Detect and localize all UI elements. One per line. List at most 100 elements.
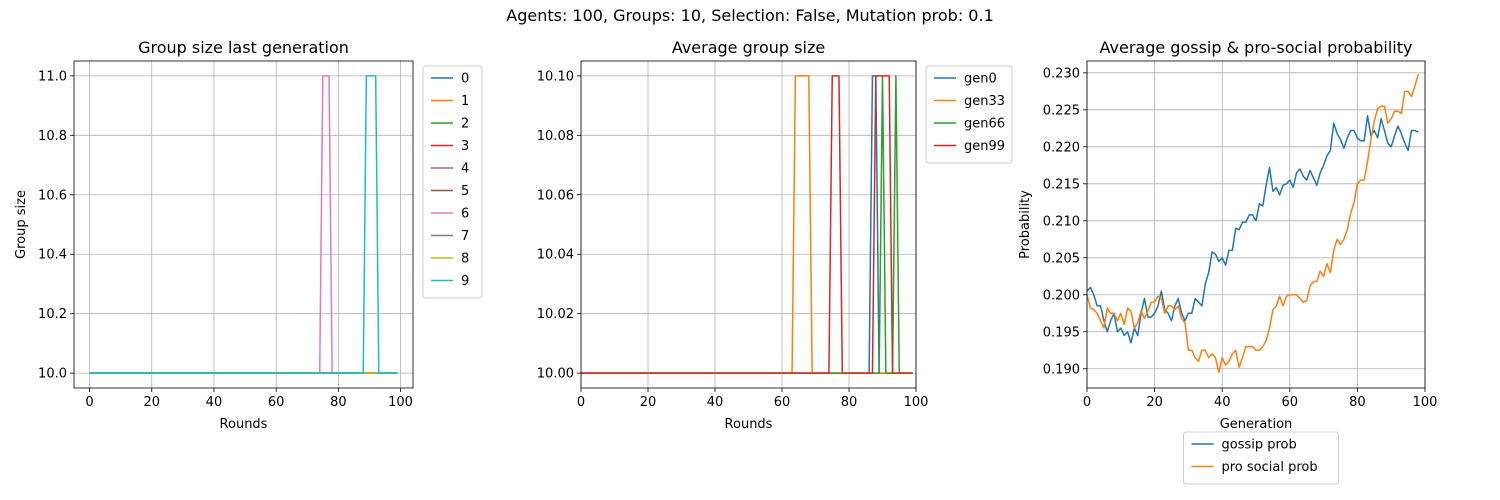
series-group bbox=[1087, 74, 1419, 374]
series-line-6 bbox=[89, 75, 398, 374]
legend-item: 6 bbox=[431, 207, 469, 222]
legend-item: gossip prob bbox=[1191, 438, 1297, 453]
y-tick-label: 10.4 bbox=[38, 248, 67, 263]
x-tick-label: 40 bbox=[1214, 395, 1231, 410]
grid bbox=[1086, 61, 1426, 388]
y-tick-label: 0.210 bbox=[1043, 214, 1080, 229]
legend-item: 8 bbox=[431, 252, 469, 267]
y-tick-label: 0.195 bbox=[1043, 325, 1080, 340]
grid bbox=[74, 61, 413, 388]
legend-label: 4 bbox=[461, 162, 469, 177]
y-tick-label: 10.08 bbox=[537, 129, 574, 144]
legend-label: 6 bbox=[461, 207, 469, 222]
legend-label: gen66 bbox=[964, 117, 1005, 132]
y-tick-label: 10.04 bbox=[537, 248, 574, 263]
legend-box bbox=[422, 65, 483, 299]
y-axis-label: Group size bbox=[14, 190, 29, 259]
x-tick-label: 40 bbox=[206, 395, 223, 410]
legend-box bbox=[1183, 431, 1339, 485]
legend-label: 1 bbox=[461, 94, 469, 109]
legend-label: 0 bbox=[461, 72, 469, 87]
y-tick-label: 0.230 bbox=[1043, 66, 1080, 81]
x-tick-label: 100 bbox=[904, 395, 929, 410]
x-tick-label: 20 bbox=[143, 395, 160, 410]
x-tick-label: 100 bbox=[388, 395, 413, 410]
chart-title: Average gossip & pro-social probability bbox=[1100, 38, 1413, 57]
y-axis-label: Probability bbox=[1018, 190, 1033, 259]
series-group bbox=[581, 75, 913, 374]
legend-label: 3 bbox=[461, 139, 469, 154]
legend-label: 9 bbox=[461, 274, 469, 289]
legend-item: 9 bbox=[431, 274, 469, 289]
x-tick-label: 100 bbox=[1413, 395, 1438, 410]
chart-2: 0 20 40 60 80 100 10.00 10.02 10.04 10.06 10.08 10.… bbox=[537, 38, 1013, 432]
y-tick-label: 0.220 bbox=[1043, 140, 1080, 155]
chart-title: Average group size bbox=[672, 38, 825, 57]
legend-item: 2 bbox=[431, 117, 469, 132]
y-tick-label: 0.215 bbox=[1043, 177, 1080, 192]
legend-item: pro social prob bbox=[1191, 460, 1318, 475]
legend-label: gossip prob bbox=[1222, 438, 1297, 453]
x-tick-label: 80 bbox=[841, 395, 858, 410]
y-tick-label: 10.00 bbox=[537, 367, 574, 382]
y-tick-label: 10.06 bbox=[537, 188, 574, 203]
series-line-gossip-prob bbox=[1087, 115, 1419, 344]
ticks: 0 20 40 60 80 100 0.190 0.195 0.200 0.205 0.210 0.2… bbox=[1043, 66, 1438, 410]
x-tick-label: 20 bbox=[640, 395, 657, 410]
legend-item: 4 bbox=[431, 162, 469, 177]
y-tick-label: 10.0 bbox=[38, 367, 67, 382]
legend-label: gen33 bbox=[964, 94, 1005, 109]
legend-item: 1 bbox=[431, 94, 469, 109]
x-tick-label: 60 bbox=[774, 395, 791, 410]
x-tick-label: 0 bbox=[577, 395, 585, 410]
legend-label: 2 bbox=[461, 117, 469, 132]
y-tick-label: 10.8 bbox=[38, 129, 67, 144]
chart-1: 0 20 40 60 80 10010.010.210.410.610.811.0Grou… bbox=[14, 38, 483, 432]
y-tick-label: 10.6 bbox=[38, 188, 67, 203]
y-tick-label: 10.02 bbox=[537, 307, 574, 322]
x-tick-label: 60 bbox=[268, 395, 285, 410]
series-group bbox=[89, 75, 398, 374]
x-axis-label: Generation bbox=[1220, 417, 1293, 432]
series-line-9 bbox=[89, 75, 398, 374]
y-tick-label: 0.200 bbox=[1043, 288, 1080, 303]
y-tick-label: 10.2 bbox=[38, 307, 67, 322]
x-tick-label: 20 bbox=[1146, 395, 1163, 410]
chart-title: Group size last generation bbox=[138, 38, 349, 57]
legend-item: 3 bbox=[431, 139, 469, 154]
x-tick-label: 80 bbox=[330, 395, 347, 410]
legend-item: gen33 bbox=[934, 94, 1005, 109]
series-line-gen33 bbox=[581, 75, 913, 374]
y-tick-label: 0.190 bbox=[1043, 362, 1080, 377]
figure-suptitle: Agents: 100, Groups: 10, Selection: Fals… bbox=[506, 6, 994, 25]
axes-frame bbox=[580, 60, 917, 389]
series-line-pro-social-prob bbox=[1087, 74, 1419, 374]
x-tick-label: 60 bbox=[1282, 395, 1299, 410]
axes-frame bbox=[1086, 60, 1426, 389]
series-line-gen99 bbox=[581, 75, 913, 374]
legend-label: gen99 bbox=[964, 139, 1005, 154]
ticks: 0 20 40 60 80 100 10.00 10.02 10.04 10.06 10.08 10.… bbox=[537, 69, 929, 410]
y-tick-label: 11.0 bbox=[38, 69, 67, 84]
legend-label: 5 bbox=[461, 184, 469, 199]
legend-item: gen66 bbox=[934, 117, 1005, 132]
legend-item: gen0 bbox=[934, 72, 997, 87]
y-tick-label: 0.205 bbox=[1043, 251, 1080, 266]
x-tick-label: 80 bbox=[1349, 395, 1366, 410]
legend-item: 7 bbox=[431, 229, 469, 244]
legend-label: gen0 bbox=[964, 72, 997, 87]
x-tick-label: 0 bbox=[1083, 395, 1091, 410]
series-line-gen66 bbox=[581, 75, 913, 374]
axes-frame bbox=[73, 60, 414, 389]
y-tick-label: 0.225 bbox=[1043, 103, 1080, 118]
x-tick-label: 0 bbox=[85, 395, 93, 410]
y-tick-label: 10.10 bbox=[537, 69, 574, 84]
legend-label: pro social prob bbox=[1222, 460, 1318, 475]
ticks: 0 20 40 60 80 100 10.0 10.2 10.4 10.6 10.8 11.0 bbox=[38, 69, 413, 410]
legend-item: 5 bbox=[431, 184, 469, 199]
legend-box bbox=[925, 65, 1013, 164]
legend: gen0 gen33 gen66 gen99 bbox=[925, 65, 1013, 164]
legend: gossip prob pro social prob bbox=[1183, 431, 1339, 485]
x-axis-label: Rounds bbox=[725, 417, 773, 432]
